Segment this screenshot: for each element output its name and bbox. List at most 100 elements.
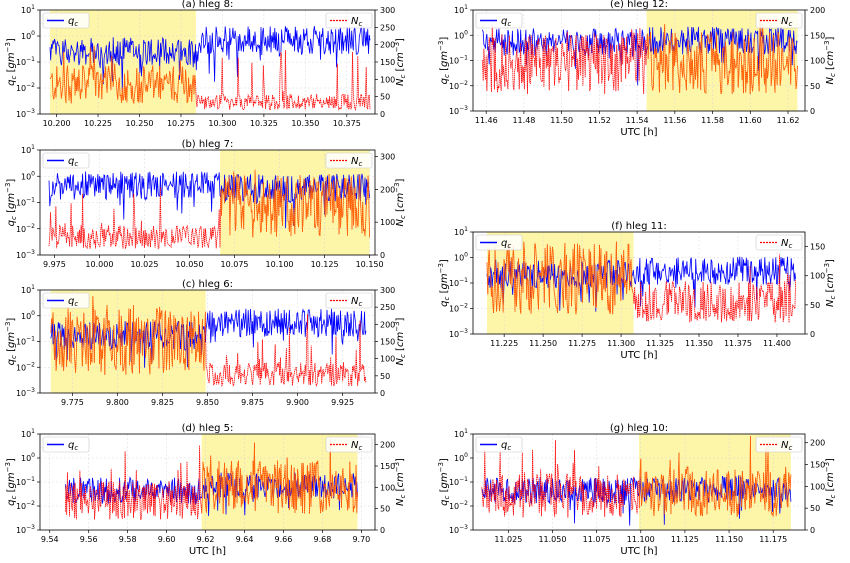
legend-label-nc: Nc [351, 440, 362, 452]
y-left-tick-label: 10−1 [449, 55, 468, 66]
x-tick-label: 10.225 [84, 119, 112, 128]
x-tick-label: 9.775 [61, 398, 84, 407]
x-tick-label: 11.275 [568, 339, 596, 348]
x-tick-label: 11.300 [607, 339, 635, 348]
y-right-tick-label: 200 [380, 185, 395, 194]
y-right-tick-label: 100 [380, 355, 395, 364]
x-tick-label: 11.375 [724, 339, 752, 348]
y-left-tick-label: 100 [454, 252, 468, 263]
y-left-axis-label: qc [gm−3] [437, 37, 451, 85]
x-tick-label: 9.800 [106, 398, 129, 407]
y-left-tick-label: 10−2 [16, 361, 35, 372]
x-tick-label: 11.52 [588, 116, 611, 125]
x-axis-label: UTC [h] [620, 127, 657, 138]
legend-box [755, 234, 803, 251]
legend-left: qc [475, 436, 523, 453]
x-tick-label: 11.050 [538, 535, 566, 544]
y-left-axis-label: qc [gm−3] [4, 458, 18, 506]
legend-left: qc [42, 292, 90, 309]
y-right-tick-label: 150 [380, 58, 395, 67]
x-tick-label: 9.62 [197, 535, 215, 544]
x-tick-label: 9.54 [41, 535, 59, 544]
x-axis-label: UTC [h] [620, 546, 657, 557]
y-left-tick-label: 10−1 [449, 476, 468, 487]
y-right-tick-label: 150 [810, 31, 825, 40]
chart-title: (g) hleg 10: [610, 423, 668, 434]
x-tick-label: 10.275 [167, 119, 195, 128]
x-tick-label: 9.64 [236, 535, 254, 544]
series-line-overlap [49, 45, 196, 104]
y-right-tick-label: 300 [380, 286, 395, 295]
y-left-tick-label: 100 [21, 452, 35, 463]
y-right-axis-label: Nc [cm−3] [393, 178, 407, 226]
y-left-tick-label: 10−1 [16, 476, 35, 487]
x-tick-label: 10.025 [130, 260, 158, 269]
x-tick-label: 11.075 [583, 535, 611, 544]
y-left-tick-label: 10−2 [16, 500, 35, 511]
series-line-qc [486, 256, 796, 312]
x-tick-label: 11.250 [529, 339, 557, 348]
legend-right: Nc [325, 436, 373, 453]
legend-right: Nc [325, 292, 373, 309]
y-right-axis-label: Nc [cm−3] [393, 317, 407, 365]
y-left-tick-label: 100 [454, 29, 468, 40]
x-tick-label: 10.150 [356, 260, 384, 269]
x-tick-label: 10.125 [311, 260, 339, 269]
y-right-tick-label: 100 [380, 75, 395, 84]
x-tick-label: 11.60 [739, 116, 762, 125]
x-tick-label: 9.850 [196, 398, 219, 407]
x-tick-label: 11.350 [685, 339, 713, 348]
x-tick-label: 11.58 [701, 116, 724, 125]
y-left-tick-label: 10−1 [16, 197, 35, 208]
legend-box [325, 152, 373, 169]
x-tick-label: 10.250 [126, 119, 154, 128]
x-tick-label: 11.46 [475, 116, 498, 125]
y-left-tick-label: 101 [21, 144, 35, 155]
x-tick-label: 10.325 [250, 119, 278, 128]
chart-panel-4: 9.54 9.56 9.58 9.60 9.62 9.64 9.66 9.68 9.70 10−3… [4, 423, 407, 557]
y-right-axis-label: Nc [cm−3] [823, 458, 837, 506]
y-left-tick-label: 101 [454, 428, 468, 439]
chart-panel-5: 11.46 11.48 11.50 11.52 11.54 11.56 11.58 11.60… [437, 0, 837, 138]
legend-left: qc [42, 12, 90, 29]
y-left-tick-label: 10−1 [16, 56, 35, 67]
series-line-overlap [201, 438, 358, 514]
series-group [486, 241, 796, 323]
legend-label-qc: qc [68, 156, 78, 168]
legend-right: Nc [755, 436, 803, 453]
y-right-tick-label: 100 [810, 57, 825, 66]
x-tick-label: 11.54 [626, 116, 649, 125]
chart-panel-7: 11.025 11.050 11.075 11.100 11.125 11.150 11.1… [437, 423, 837, 557]
legend-left: qc [475, 234, 523, 251]
legend-box [42, 152, 90, 169]
legend-box [755, 436, 803, 453]
y-right-tick-label: 200 [380, 41, 395, 50]
x-tick-label: 9.56 [80, 535, 98, 544]
y-right-tick-label: 250 [380, 303, 395, 312]
chart-title: (c) hleg 6: [182, 279, 233, 290]
x-tick-label: 9.825 [151, 398, 174, 407]
series-line-overlap [50, 296, 206, 375]
y-right-tick-label: 100 [810, 482, 825, 491]
y-right-tick-label: 0 [810, 526, 815, 535]
x-tick-label: 9.875 [241, 398, 264, 407]
legend-label-nc: Nc [351, 296, 362, 308]
y-right-tick-label: 200 [810, 439, 825, 448]
legend-label-nc: Nc [781, 16, 792, 28]
y-left-tick-label: 10−3 [16, 524, 35, 535]
y-right-tick-label: 50 [380, 372, 390, 381]
chart-title: (b) hleg 7: [182, 139, 234, 150]
chart-title: (e) hleg 12: [610, 0, 668, 10]
y-right-tick-label: 150 [380, 338, 395, 347]
y-right-tick-label: 150 [380, 462, 395, 471]
y-left-tick-label: 10−3 [16, 249, 35, 260]
y-right-tick-label: 100 [380, 483, 395, 492]
legend-right: Nc [755, 234, 803, 251]
y-left-tick-label: 101 [21, 284, 35, 295]
chart-panel-2: 9.975 10.000 10.025 10.050 10.075 10.100 10.12… [4, 139, 407, 269]
legend-right: Nc [325, 152, 373, 169]
y-left-axis-label: qc [gm−3] [4, 38, 18, 86]
x-tick-label: 11.175 [759, 535, 787, 544]
x-tick-label: 9.60 [158, 535, 176, 544]
